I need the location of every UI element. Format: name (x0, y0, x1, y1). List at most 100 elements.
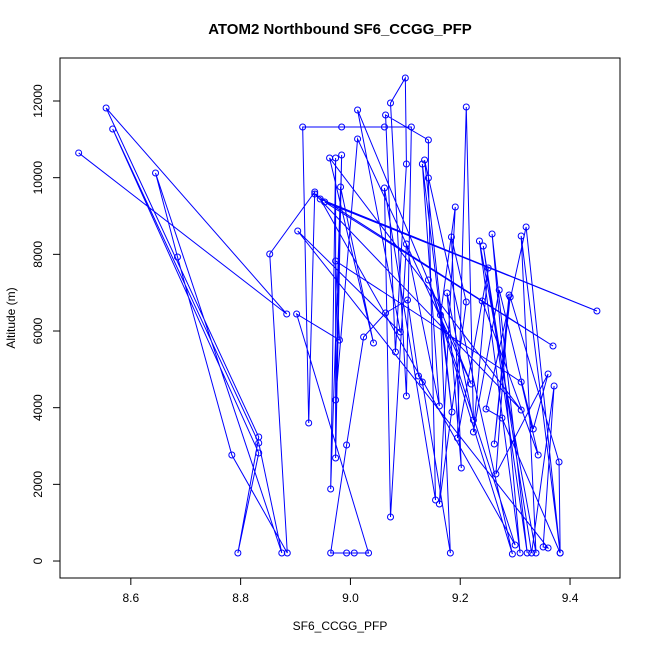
data-point (266, 250, 274, 258)
data-point (498, 414, 506, 422)
data-point (523, 549, 531, 557)
y-tick-label: 8000 (31, 241, 45, 268)
data-point (451, 203, 459, 211)
y-tick-label: 10000 (31, 161, 45, 195)
data-point (488, 230, 496, 238)
data-point (517, 378, 525, 386)
data-point (529, 425, 537, 433)
data-point (402, 160, 410, 168)
data-point (311, 188, 319, 196)
data-point (102, 104, 110, 112)
data-point (484, 264, 492, 272)
data-point (283, 549, 291, 557)
data-point (453, 434, 461, 442)
data-point (539, 543, 547, 551)
data-point (360, 333, 368, 341)
data-point (228, 451, 236, 459)
data-point (550, 382, 558, 390)
data-point (517, 232, 525, 240)
data-point (469, 416, 477, 424)
data-point (516, 549, 524, 557)
data-point (396, 328, 404, 336)
data-point (283, 310, 291, 318)
data-point (424, 174, 432, 182)
data-point (335, 336, 343, 344)
data-point (505, 291, 513, 299)
data-point (435, 402, 443, 410)
x-axis-label: SF6_CCGG_PFP (293, 619, 388, 633)
data-point (332, 257, 340, 265)
y-tick-label: 2000 (31, 471, 45, 498)
chart-title: ATOM2 Northbound SF6_CCGG_PFP (208, 21, 472, 38)
data-point (555, 458, 563, 466)
data-point (255, 449, 263, 457)
data-point (479, 242, 487, 250)
data-point (418, 378, 426, 386)
data-point (404, 296, 412, 304)
data-point (332, 154, 340, 162)
data-point (255, 439, 263, 447)
data-point (343, 549, 351, 557)
data-point (278, 549, 286, 557)
data-point (482, 405, 490, 413)
data-point (436, 311, 444, 319)
data-point (469, 428, 477, 436)
data-point (365, 549, 373, 557)
x-tick-label: 9.2 (452, 591, 469, 605)
x-tick-label: 8.8 (232, 591, 249, 605)
data-point (327, 485, 335, 493)
data-point (517, 406, 525, 414)
x-tick-label: 8.6 (122, 591, 139, 605)
data-point (234, 549, 242, 557)
data-point (534, 451, 542, 459)
data-point (467, 380, 475, 388)
plot-frame (59, 57, 621, 579)
data-point (532, 549, 540, 557)
data-line (78, 76, 598, 555)
data-point (424, 276, 432, 284)
data-point (549, 342, 557, 350)
data-point (432, 496, 440, 504)
data-point (380, 123, 388, 131)
y-tick-label: 0 (31, 557, 45, 564)
data-point (462, 298, 470, 306)
data-point (343, 441, 351, 449)
data-point (294, 227, 302, 235)
x-tick-label: 9.4 (562, 591, 579, 605)
data-point (457, 464, 465, 472)
data-point (495, 286, 503, 294)
y-tick-label: 6000 (31, 317, 45, 344)
data-point (311, 190, 319, 198)
data-point (478, 297, 486, 305)
data-point (327, 549, 335, 557)
data-point (299, 123, 307, 131)
data-point (556, 549, 564, 557)
data-point (415, 372, 423, 380)
data-point (544, 370, 552, 378)
data-point (511, 541, 519, 549)
data-point (380, 184, 388, 192)
data-point (173, 253, 181, 261)
data-point (424, 136, 432, 144)
data-point (338, 151, 346, 159)
data-point (402, 240, 410, 248)
data-point (593, 307, 601, 315)
data-point (448, 408, 456, 416)
y-tick-label: 12000 (31, 84, 45, 118)
data-point (354, 106, 362, 114)
data-point (387, 513, 395, 521)
data-point (369, 339, 377, 347)
data-point (475, 237, 483, 245)
y-axis-label: Altitude (m) (4, 287, 18, 348)
data-point (293, 310, 301, 318)
data-point (446, 549, 454, 557)
data-point (332, 396, 340, 404)
data-point (305, 419, 313, 427)
data-point (75, 149, 83, 157)
data-point (522, 223, 530, 231)
data-point (443, 289, 451, 297)
data-point (402, 392, 410, 400)
